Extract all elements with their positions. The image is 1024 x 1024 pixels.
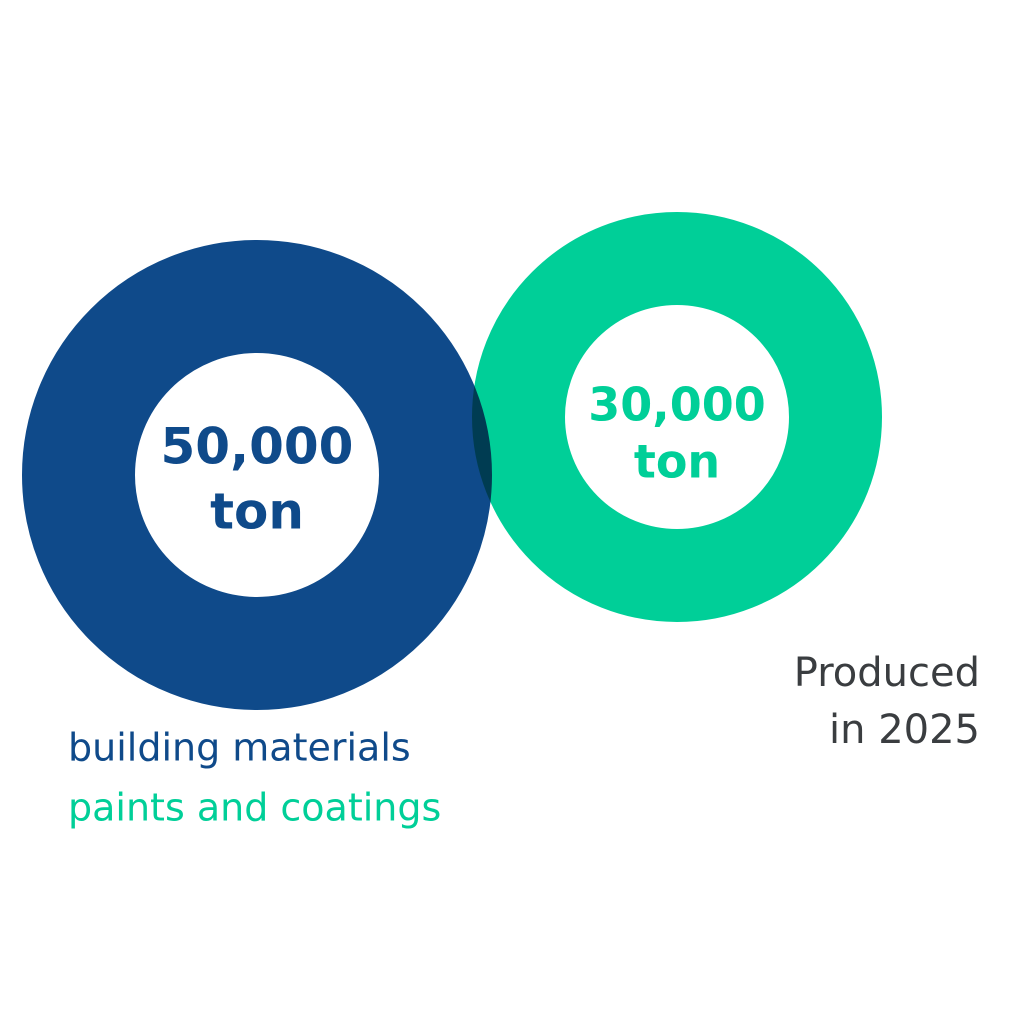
ring [472,212,882,622]
ring-value: 30,000 [588,378,766,432]
ring [22,240,492,710]
legend-label: building materials [68,726,411,770]
ring-value: 50,000 [161,418,354,476]
ring-unit: ton [210,483,304,541]
note: Produced [794,650,980,696]
ring-unit: ton [634,435,720,489]
legend-label: paints and coatings [68,786,441,830]
note: in 2025 [829,707,980,753]
